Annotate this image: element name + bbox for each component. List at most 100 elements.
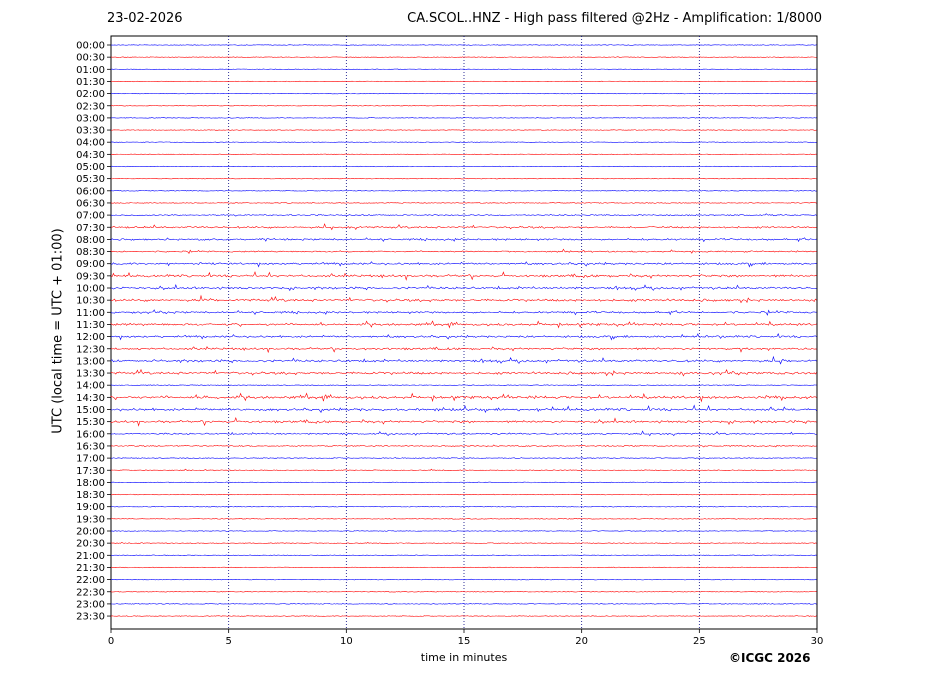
trace-1530 [110, 417, 817, 427]
y-tick-label: 01:00 [76, 65, 105, 76]
y-tick-label: 14:00 [76, 381, 105, 392]
y-tick-label: 03:00 [76, 113, 105, 124]
y-tick-label: 23:30 [76, 612, 105, 623]
trace-0830 [110, 248, 817, 254]
trace-1300 [110, 355, 817, 365]
y-tick-label: 12:30 [76, 344, 105, 355]
x-tick-label: 25 [693, 636, 706, 647]
y-tick-label: 18:30 [76, 490, 105, 501]
trace-0300 [110, 117, 817, 119]
y-tick-label: 08:30 [76, 247, 105, 258]
y-tick-label: 08:00 [76, 235, 105, 246]
y-tick-label: 12:00 [76, 332, 105, 343]
copyright-label: ©ICGC 2026 [729, 651, 811, 665]
y-tick-label: 07:00 [76, 211, 105, 222]
trace-1930 [110, 518, 817, 520]
trace-2300 [110, 602, 817, 605]
trace-0930 [110, 271, 817, 281]
x-tick-label: 15 [458, 636, 471, 647]
trace-1400 [110, 384, 817, 386]
trace-1000 [110, 284, 817, 292]
y-tick-label: 10:00 [76, 284, 105, 295]
trace-2030 [110, 541, 817, 544]
trace-1730 [110, 468, 817, 472]
trace-0130 [110, 80, 817, 83]
y-tick-label: 05:00 [76, 162, 105, 173]
trace-1230 [110, 346, 817, 354]
y-tick-label: 18:00 [76, 478, 105, 489]
trace-1900 [110, 505, 817, 508]
x-tick-label: 5 [225, 636, 231, 647]
trace-1200 [110, 333, 817, 341]
date-label: 23-02-2026 [107, 11, 183, 26]
trace-0900 [110, 261, 817, 268]
trace-0230 [110, 105, 817, 107]
y-tick-label: 09:00 [76, 259, 105, 270]
trace-2230 [110, 590, 817, 593]
trace-1430 [110, 392, 817, 403]
x-tick-label: 30 [811, 636, 824, 647]
y-tick-label: 13:00 [76, 356, 105, 367]
y-tick-label: 15:00 [76, 405, 105, 416]
trace-0630 [110, 202, 817, 204]
y-tick-label: 04:30 [76, 150, 105, 161]
y-tick-label: 21:00 [76, 551, 105, 562]
y-tick-label: 10:30 [76, 296, 105, 307]
y-tick-label: 03:30 [76, 126, 105, 137]
trace-0800 [110, 237, 817, 243]
x-tick-label: 10 [340, 636, 353, 647]
trace-0000 [110, 44, 817, 46]
y-tick-label: 02:00 [76, 89, 105, 100]
y-tick-label: 15:30 [76, 417, 105, 428]
trace-1330 [110, 368, 817, 377]
trace-2100 [110, 554, 817, 556]
y-tick-label: 02:30 [76, 101, 105, 112]
y-tick-label: 16:00 [76, 429, 105, 440]
y-tick-label: 07:30 [76, 223, 105, 234]
y-tick-label: 01:30 [76, 77, 105, 88]
y-tick-label: 13:30 [76, 369, 105, 380]
trace-1830 [110, 493, 817, 496]
trace-1030 [110, 294, 817, 304]
trace-2130 [110, 566, 817, 569]
y-tick-label: 22:00 [76, 575, 105, 586]
trace-1100 [110, 309, 817, 316]
trace-0430 [110, 153, 817, 156]
y-tick-label: 00:30 [76, 53, 105, 64]
trace-1600 [110, 430, 817, 437]
y-tick-label: 00:00 [76, 41, 105, 52]
trace-0030 [110, 56, 817, 58]
y-tick-label: 19:00 [76, 502, 105, 513]
trace-0400 [110, 141, 817, 143]
y-tick-label: 06:30 [76, 198, 105, 209]
trace-1630 [110, 444, 817, 448]
y-tick-label: 09:30 [76, 271, 105, 282]
trace-1130 [110, 320, 817, 329]
y-tick-label: 23:00 [76, 599, 105, 610]
trace-0700 [110, 213, 817, 217]
y-tick-label: 04:00 [76, 138, 105, 149]
y-tick-label: 20:00 [76, 527, 105, 538]
trace-0600 [110, 190, 817, 192]
y-tick-label: 17:30 [76, 466, 105, 477]
y-tick-label: 11:00 [76, 308, 105, 319]
trace-0730 [110, 223, 817, 231]
trace-1500 [110, 404, 817, 413]
chart-title: CA.SCOL..HNZ - High pass filtered @2Hz -… [407, 11, 822, 26]
x-tick-label: 0 [108, 636, 114, 647]
x-axis-label: time in minutes [420, 651, 508, 664]
trace-0500 [110, 165, 817, 168]
y-tick-label: 20:30 [76, 539, 105, 550]
y-tick-label: 05:30 [76, 174, 105, 185]
trace-0200 [110, 92, 817, 95]
trace-2000 [110, 530, 817, 532]
trace-0330 [110, 129, 817, 131]
trace-0100 [110, 68, 817, 71]
trace-2200 [110, 578, 817, 581]
y-tick-label: 17:00 [76, 454, 105, 465]
trace-1700 [110, 457, 817, 459]
trace-1800 [110, 481, 817, 484]
y-tick-label: 16:30 [76, 441, 105, 452]
x-tick-label: 20 [575, 636, 588, 647]
